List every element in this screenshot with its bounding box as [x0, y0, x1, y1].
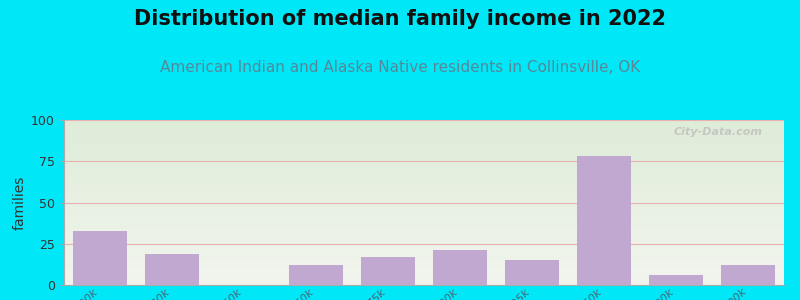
Bar	[649, 275, 703, 285]
Bar	[289, 265, 343, 285]
Text: Distribution of median family income in 2022: Distribution of median family income in …	[134, 9, 666, 29]
Text: City-Data.com: City-Data.com	[674, 127, 762, 136]
Bar	[505, 260, 559, 285]
Bar	[73, 230, 127, 285]
Bar	[433, 250, 487, 285]
Text: American Indian and Alaska Native residents in Collinsville, OK: American Indian and Alaska Native reside…	[160, 60, 640, 75]
Bar	[361, 257, 415, 285]
Bar	[145, 254, 199, 285]
Y-axis label: families: families	[13, 175, 27, 230]
Bar	[577, 156, 631, 285]
Bar	[721, 265, 775, 285]
